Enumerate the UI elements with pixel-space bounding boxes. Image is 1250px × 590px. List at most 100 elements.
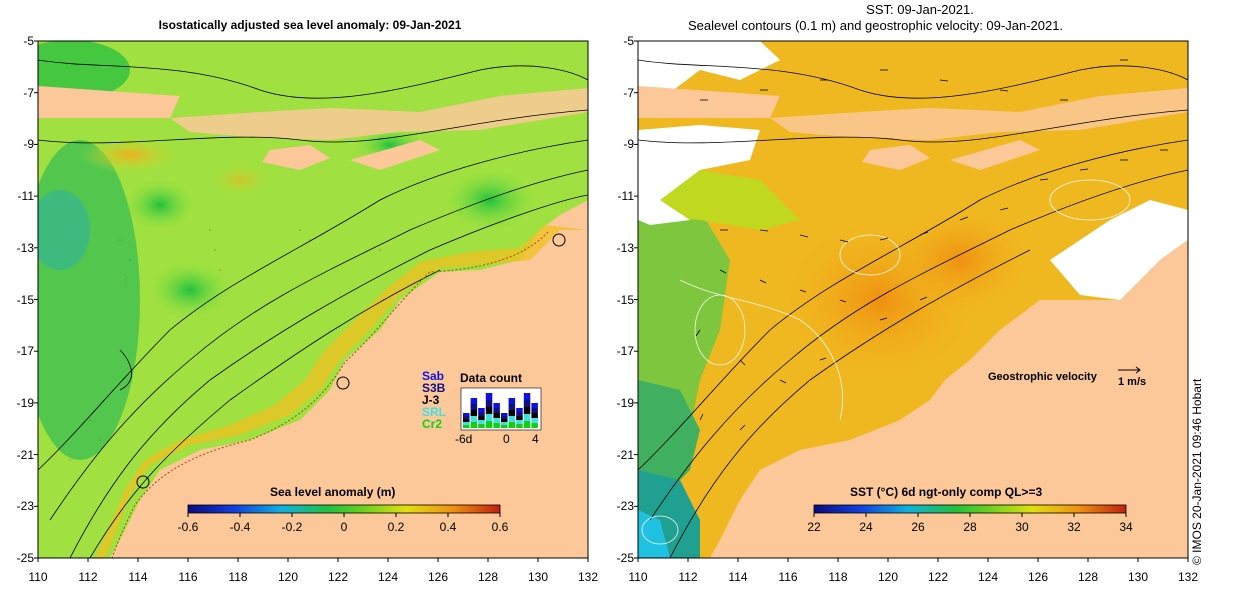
- velocity-scale-label: 1 m/s: [1118, 376, 1147, 388]
- left-panel-title: Isostatically adjusted sea level anomaly…: [158, 18, 462, 32]
- data-count-bar-segment: [485, 393, 493, 400]
- satellite-label: S3B: [422, 381, 446, 395]
- data-count-bar-segment: [493, 418, 500, 423]
- right-lon-tick-label: 114: [728, 570, 748, 584]
- sst-colorbar-label: SST (°C) 6d ngt-only comp QL>=3: [850, 485, 1043, 499]
- sst-colorbar-tick-label: 30: [1015, 520, 1029, 534]
- data-count-bar-segment: [470, 410, 478, 416]
- data-count-bar-segment: [531, 408, 538, 413]
- data-count-bar-segment: [523, 421, 531, 428]
- right-lon-tick-label: 124: [977, 570, 999, 584]
- data-count-bar-segment: [516, 424, 523, 428]
- satellite-label: Sab: [422, 369, 445, 383]
- geostrophic-velocity-arrows: [695, 59, 1168, 431]
- left-lon-tick-label: 120: [277, 570, 299, 584]
- sst-colorbar-tick-label: 34: [1119, 520, 1133, 534]
- right-lon-tick-label: 118: [828, 570, 848, 584]
- data-count-title: Data count: [460, 371, 523, 385]
- imos-credit: © IMOS 20-Jan-2021 09:46 Hobart: [1190, 378, 1204, 565]
- data-count-bar-segment: [485, 400, 493, 407]
- sla-colorbar-tick-label: -0.6: [177, 520, 199, 534]
- sla-colorbar-label: Sea level anomaly (m): [270, 485, 396, 499]
- data-count-bar-segment: [531, 418, 538, 423]
- satellite-label: J-3: [422, 393, 440, 407]
- left-lon-tick-label: 132: [577, 570, 599, 584]
- data-count-bar-segment: [478, 420, 485, 424]
- data-count-axis-label: 4: [532, 432, 539, 446]
- data-count-bar-segment: [508, 422, 516, 428]
- left-lat-tick-label: -11: [17, 189, 34, 204]
- velocity-legend-label: Geostrophic velocity: [988, 371, 1097, 383]
- data-count-axis-label: -6d: [455, 432, 473, 446]
- data-count-bar-segment: [470, 404, 478, 410]
- data-count-bar-segment: [485, 414, 493, 421]
- sla-colorbar-tick-label: -0.2: [281, 520, 303, 534]
- data-count-bar-segment: [493, 403, 500, 408]
- left-lat-tick-label: -7: [23, 85, 34, 100]
- left-lon-tick-label: 124: [377, 570, 399, 584]
- sla-colorbar-tick-label: 0.4: [439, 520, 457, 534]
- sst-colorbar-tick-label: 32: [1067, 520, 1081, 534]
- right-lon-tick-label: 130: [1127, 570, 1149, 584]
- data-count-bar-segment: [493, 413, 500, 418]
- right-lat-tick-label: -15: [616, 292, 634, 307]
- right-lon-tick-label: 122: [927, 570, 949, 584]
- right-lon-tick-label: 116: [778, 570, 798, 584]
- left-lat-tick-label: -5: [23, 34, 34, 48]
- data-count-bar-segment: [531, 423, 538, 428]
- australia-land: [710, 240, 1188, 558]
- data-count-bar-segment: [508, 404, 516, 410]
- left-lon-tick-label: 128: [477, 570, 499, 584]
- right-panel-title-line1: SST: 09-Jan-2021.: [866, 2, 974, 17]
- sla-dots: [69, 229, 381, 461]
- data-count-bar-segment: [493, 408, 500, 413]
- left-lon-tick-label: 110: [28, 570, 48, 584]
- right-lon-tick-label: 128: [1077, 570, 1099, 584]
- sla-colorbar-tick-label: 0: [340, 520, 348, 534]
- tide-gauge-marker: [552, 233, 566, 247]
- data-count-bar-segment: [478, 424, 485, 428]
- data-count-bar-segment: [501, 416, 508, 419]
- data-count-bar-segment: [501, 419, 508, 422]
- data-count-bar-segment: [508, 398, 516, 404]
- australia-land: [110, 200, 588, 558]
- data-count-bar-segment: [478, 408, 485, 412]
- data-count-bar-segment: [470, 422, 478, 428]
- data-count-bar-segment: [493, 423, 500, 428]
- data-count-bar-segment: [485, 407, 493, 414]
- sla-map: [38, 41, 588, 558]
- data-count-bar-segment: [463, 416, 470, 419]
- right-lon-tick-label: 110: [628, 570, 648, 584]
- data-count-bar-segment: [478, 416, 485, 420]
- data-count-bar-segment: [516, 412, 523, 416]
- right-lat-tick-label: -25: [616, 551, 634, 565]
- right-lat-tick-label: -5: [623, 34, 634, 48]
- right-lon-tick-label: 112: [678, 570, 698, 584]
- right-lat-tick-label: -13: [616, 240, 634, 255]
- left-lat-tick-label: -13: [16, 240, 34, 255]
- left-lat-tick-label: -9: [23, 137, 34, 152]
- data-count-bar-segment: [531, 413, 538, 418]
- data-count-bar-segment: [523, 393, 531, 400]
- sla-colorbar-tick-label: 0.6: [491, 520, 509, 534]
- left-lat-tick-label: -25: [16, 551, 34, 565]
- right-lat-tick-label: -23: [616, 499, 634, 514]
- data-count-bar-segment: [463, 413, 470, 416]
- data-count-axis-label: 0: [503, 432, 510, 446]
- left-lon-tick-label: 114: [128, 570, 148, 584]
- left-lon-tick-label: 122: [327, 570, 349, 584]
- data-count-bar-segment: [516, 408, 523, 412]
- left-lon-tick-label: 118: [228, 570, 248, 584]
- data-count-bar-segment: [516, 420, 523, 424]
- right-lat-tick-label: -21: [616, 447, 634, 462]
- sst-colorbar-tick-label: 24: [859, 520, 873, 534]
- data-count-bar-segment: [501, 422, 508, 425]
- sst-colorbar-tick-label: 22: [807, 520, 821, 534]
- tide-gauge-marker: [336, 376, 350, 390]
- right-lat-tick-label: -17: [616, 344, 634, 359]
- right-lon-tick-label: 126: [1027, 570, 1049, 584]
- data-count-bar-segment: [478, 412, 485, 416]
- data-count-histogram: [460, 387, 542, 431]
- data-count-bar-segment: [463, 422, 470, 425]
- left-lon-tick-label: 130: [527, 570, 549, 584]
